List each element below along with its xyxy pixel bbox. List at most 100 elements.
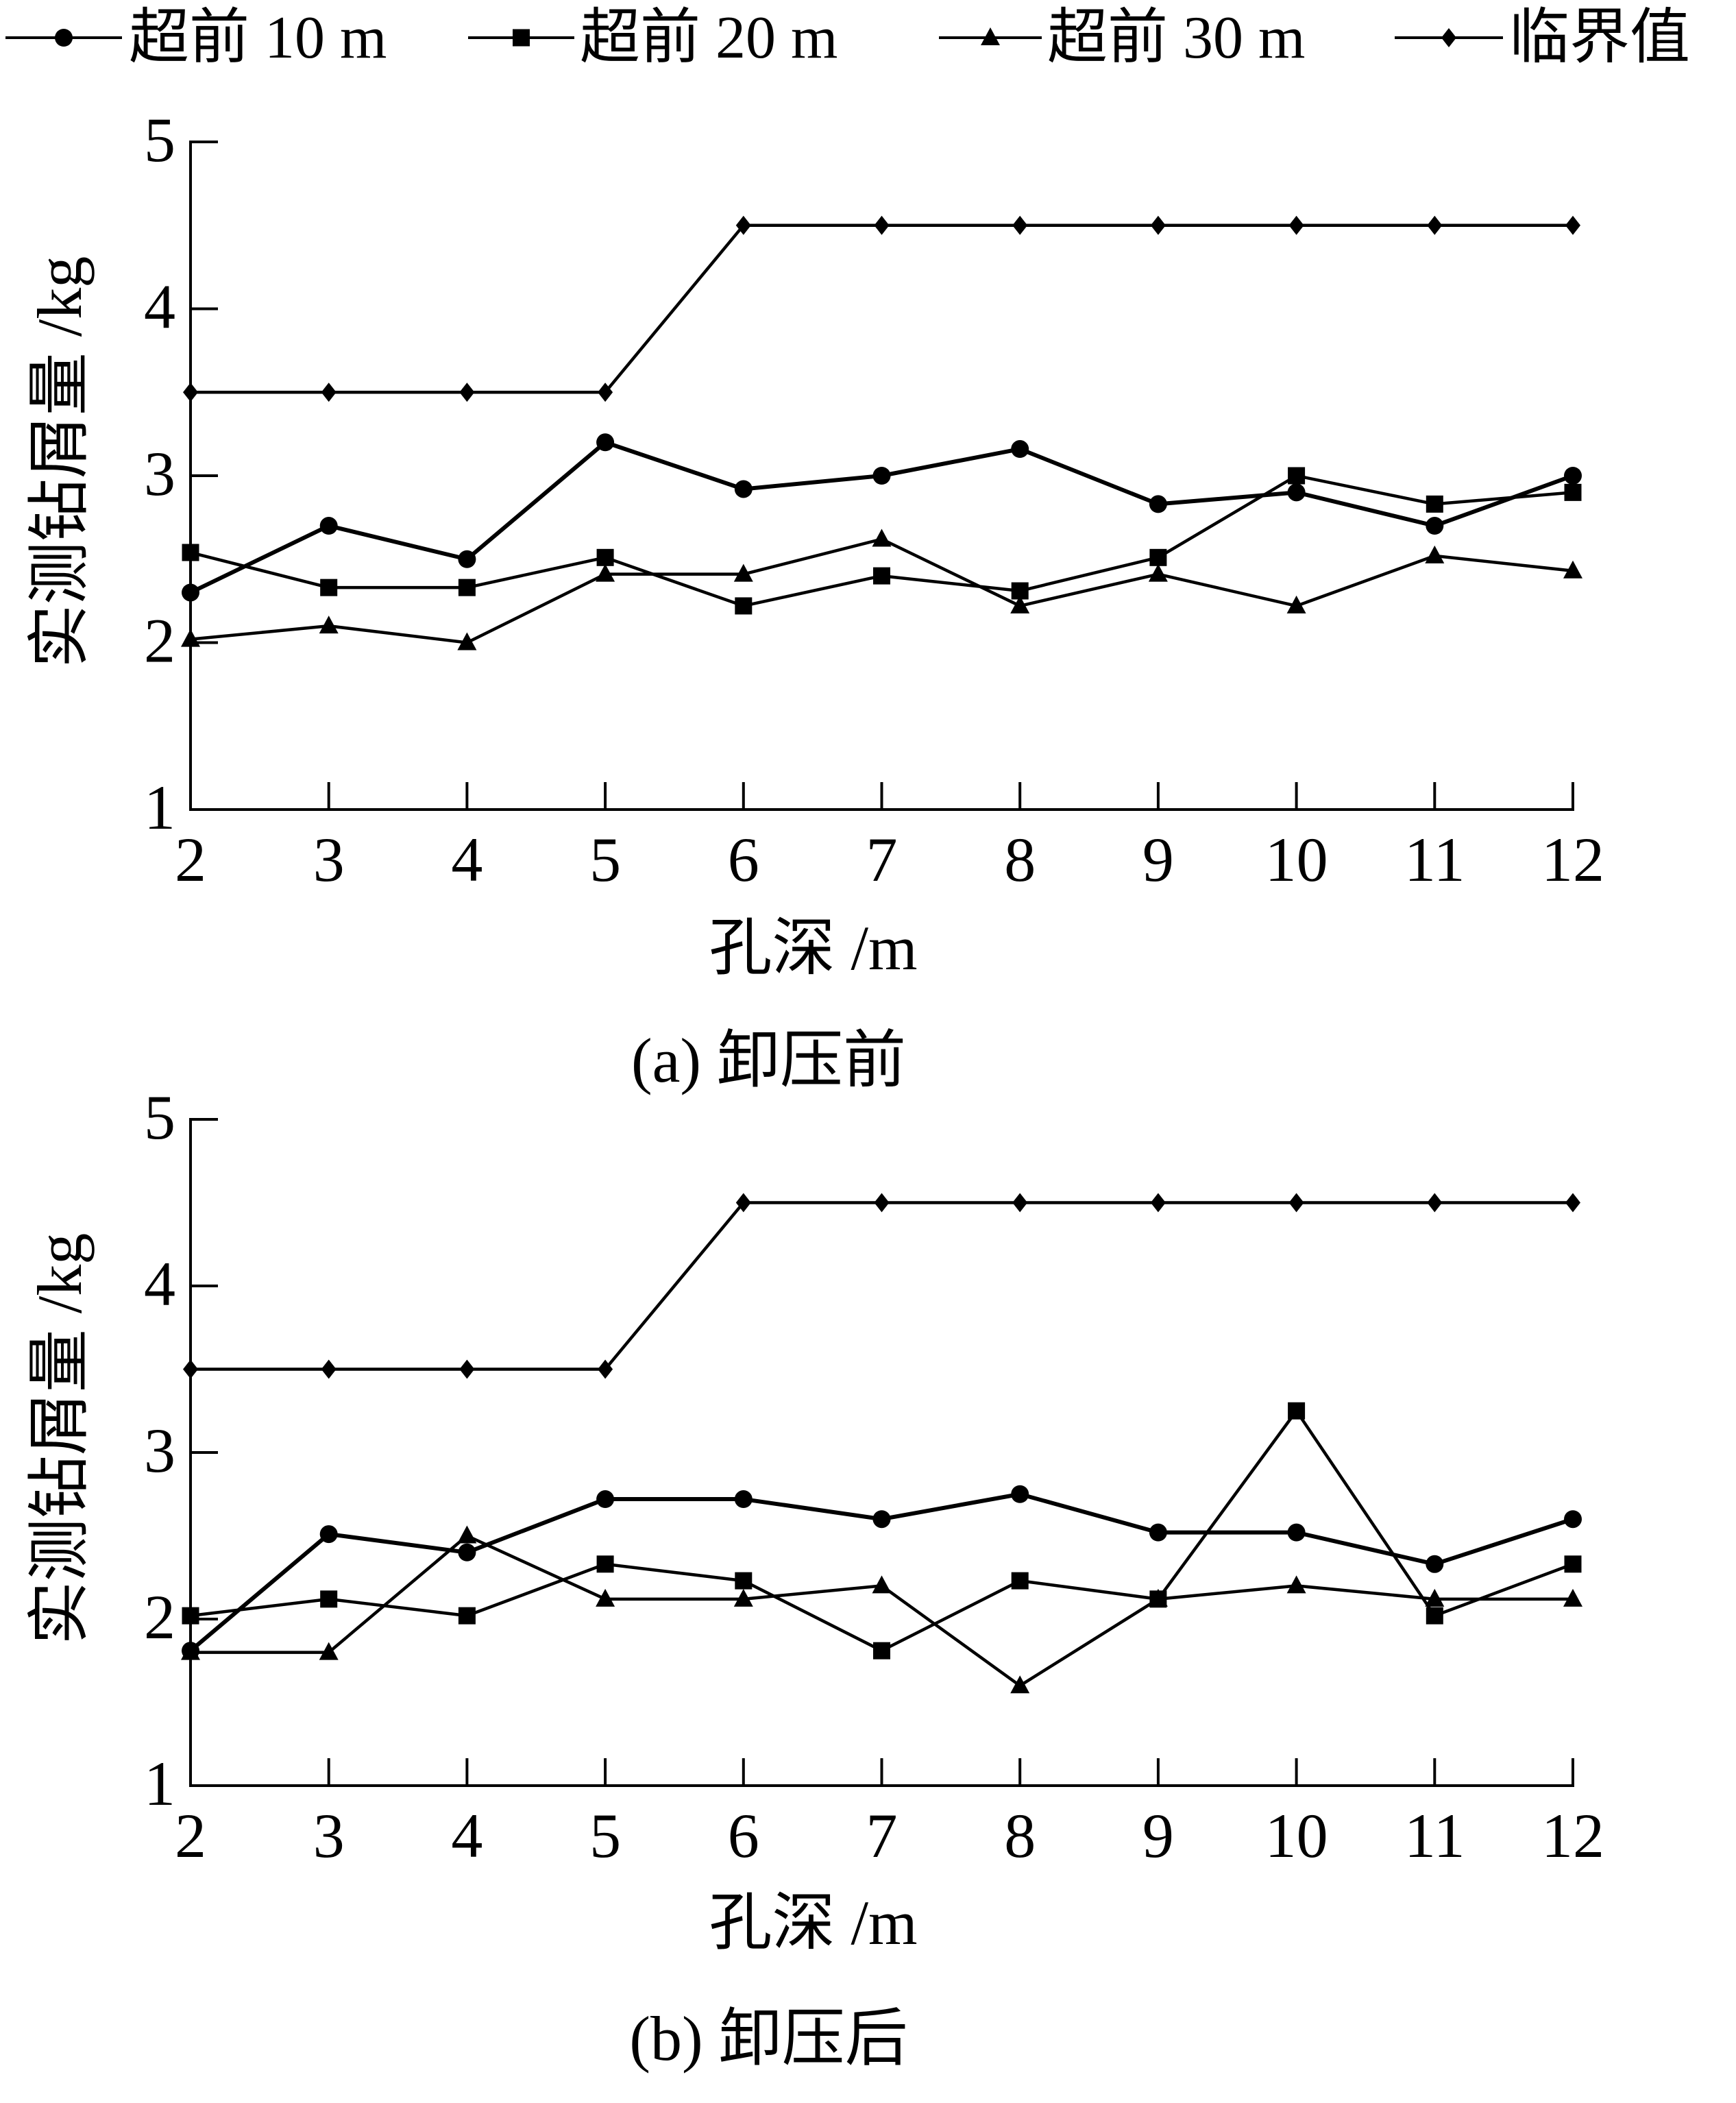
series-circle (182, 433, 1582, 602)
y-tick-label: 1 (144, 773, 175, 842)
data-point-diamond (321, 1359, 337, 1379)
series-triangle (181, 1525, 1582, 1694)
data-point-diamond (598, 382, 613, 402)
data-point-triangle (596, 563, 615, 582)
x-tick-label: 3 (313, 825, 345, 895)
legend: 超前 10 m 超前 20 m 超前 30 m 临界值 (5, 5, 1690, 71)
x-axis-label: 孔深 /m (709, 1888, 917, 1958)
data-point-triangle (1425, 1588, 1445, 1607)
y-axis-label: 实测钻屑量 /kg (25, 256, 95, 668)
data-point-triangle (596, 1588, 615, 1607)
data-point-circle (734, 1490, 753, 1509)
data-point-circle (1564, 467, 1582, 485)
legend-circle-marker (55, 29, 73, 47)
legend-label: 超前 30 m (1047, 5, 1305, 71)
x-tick-label: 10 (1265, 1801, 1328, 1871)
legend-diamond-marker (1441, 28, 1456, 47)
data-point-square (1426, 1607, 1443, 1625)
data-point-diamond (1565, 215, 1580, 235)
x-tick-label: 2 (175, 1801, 206, 1871)
data-point-triangle (1286, 1575, 1306, 1594)
x-tick-label: 12 (1541, 825, 1604, 895)
data-point-triangle (733, 563, 753, 582)
x-tick-label: 4 (451, 825, 482, 895)
x-tick-label: 8 (1004, 1801, 1036, 1871)
legend-item: 超前 30 m (939, 5, 1305, 71)
panel-caption: (b) 卸压后 (629, 2004, 907, 2074)
data-point-triangle (1148, 563, 1168, 582)
x-tick-label: 7 (866, 1801, 898, 1871)
data-point-triangle (181, 629, 200, 647)
data-point-square (735, 1572, 753, 1590)
data-point-diamond (598, 1359, 613, 1379)
data-point-square (182, 544, 199, 561)
data-point-square (1564, 1555, 1582, 1573)
data-point-diamond (874, 1193, 890, 1213)
x-tick-label: 7 (866, 825, 898, 895)
x-tick-label: 4 (451, 1801, 482, 1871)
series-line (191, 223, 1573, 394)
series-line (191, 1534, 1573, 1688)
data-point-square (1011, 1572, 1029, 1590)
data-point-circle (1426, 517, 1444, 535)
data-point-square (873, 567, 890, 585)
data-point-diamond (1012, 1193, 1028, 1213)
data-point-circle (1149, 495, 1167, 513)
data-point-triangle (1010, 1675, 1030, 1694)
x-tick-label: 11 (1404, 825, 1465, 895)
data-point-square (1288, 467, 1306, 485)
data-point-circle (319, 517, 338, 535)
data-point-triangle (319, 616, 339, 634)
data-point-diamond (459, 1359, 475, 1379)
series-circle (182, 1485, 1582, 1660)
data-point-circle (1149, 1523, 1167, 1542)
data-point-square (873, 1642, 890, 1660)
data-point-square (1288, 1402, 1306, 1420)
x-tick-label: 12 (1541, 1801, 1604, 1871)
x-tick-label: 10 (1265, 825, 1328, 895)
data-point-square (596, 1555, 614, 1573)
data-point-diamond (459, 382, 475, 402)
legend-triangle-marker (981, 27, 1000, 45)
data-point-diamond (1288, 1193, 1304, 1213)
data-point-triangle (457, 1525, 477, 1544)
y-tick-label: 2 (144, 606, 175, 676)
legend-label: 超前 10 m (129, 5, 387, 71)
data-point-circle (458, 550, 476, 568)
series-line (190, 537, 1574, 644)
legend-item: 超前 10 m (5, 5, 387, 71)
data-point-diamond (735, 1193, 751, 1213)
y-tick-label: 4 (144, 272, 175, 342)
data-point-triangle (872, 528, 892, 547)
data-point-diamond (874, 215, 890, 235)
data-point-square (182, 1607, 199, 1625)
data-point-circle (182, 583, 199, 602)
data-point-diamond (735, 215, 751, 235)
x-tick-label: 9 (1142, 825, 1174, 895)
series-diamond (183, 1193, 1580, 1379)
data-point-diamond (1150, 1193, 1166, 1213)
data-point-square (1564, 483, 1582, 501)
data-point-circle (734, 480, 753, 498)
legend-square-marker (513, 29, 530, 47)
series-triangle (181, 528, 1582, 651)
x-tick-label: 11 (1404, 1801, 1465, 1871)
data-point-square (458, 1607, 476, 1625)
data-point-diamond (183, 382, 198, 402)
data-point-triangle (319, 1642, 339, 1660)
legend-item: 临界值 (1395, 5, 1690, 71)
data-point-triangle (1563, 560, 1582, 579)
data-point-square (320, 1590, 338, 1608)
data-point-circle (596, 433, 615, 452)
data-point-square (1149, 548, 1167, 566)
data-point-diamond (1288, 215, 1304, 235)
data-point-triangle (1148, 1588, 1168, 1607)
data-point-triangle (1425, 545, 1445, 563)
data-point-circle (319, 1525, 338, 1544)
data-point-circle (872, 467, 891, 485)
x-tick-label: 9 (1142, 1801, 1174, 1871)
data-point-circle (1011, 1485, 1029, 1503)
